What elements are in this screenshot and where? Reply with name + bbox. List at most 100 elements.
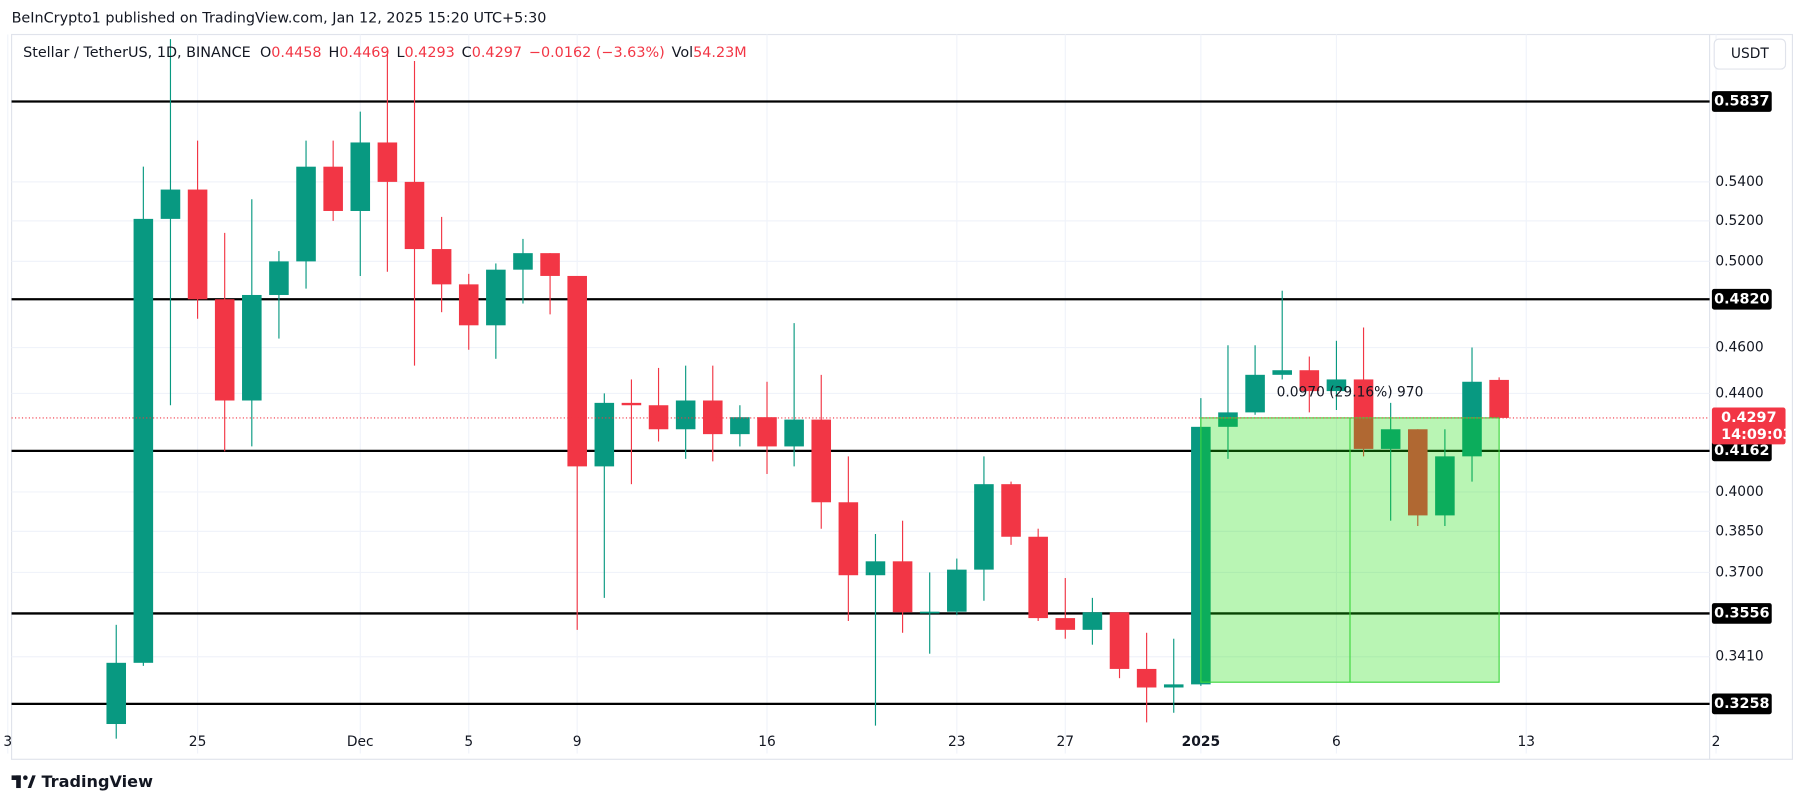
candle-body: [1380, 429, 1401, 449]
x-tick-label: 5: [464, 734, 473, 750]
candle-body: [486, 269, 506, 326]
countdown: 14:09:03: [1721, 427, 1793, 443]
level-label: 0.3556: [1714, 605, 1769, 621]
x-tick-label: 2025: [1182, 734, 1220, 750]
candle-body: [1245, 374, 1265, 413]
candle-body: [757, 417, 777, 447]
candle-body: [730, 417, 750, 435]
y-tick-label: 0.5000: [1715, 253, 1763, 269]
candle-body: [377, 142, 398, 182]
last-price-tag: [1711, 407, 1786, 445]
candle-body: [621, 402, 642, 406]
level-tag: [1711, 91, 1772, 112]
level-label: 0.4162: [1714, 443, 1769, 459]
level-tag: [1711, 603, 1772, 624]
legend-value: 0.4293: [404, 45, 454, 61]
candle-body: [106, 662, 127, 725]
y-tick-label: 0.4600: [1715, 340, 1763, 356]
currency-button-label[interactable]: USDT: [1731, 46, 1769, 62]
x-tick-label: 9: [573, 734, 582, 750]
candle-body: [784, 419, 804, 447]
tradingview-logo: [11, 775, 36, 789]
legend-value: 54.23M: [693, 45, 747, 61]
candle-body: [675, 400, 696, 430]
y-tick-label: 0.4400: [1715, 385, 1763, 401]
candle-body: [702, 400, 723, 435]
y-tick-label: 0.4000: [1715, 484, 1763, 500]
footer-brand: TradingView: [41, 772, 153, 791]
candle-body: [458, 284, 479, 326]
candle-body: [513, 253, 533, 270]
y-tick-label: 0.3410: [1715, 649, 1763, 665]
logo-part: [23, 775, 28, 780]
candle-body: [187, 189, 208, 300]
x-tick-label: 3: [3, 734, 12, 750]
candle-body: [1353, 379, 1374, 449]
level-label: 0.4820: [1714, 291, 1769, 307]
axes: 0.3410 0.3700 0.3850 0.4000 0.4400 0.4600 0.50…: [3, 91, 1793, 750]
chart-frame: [10, 33, 1794, 760]
candle-body: [648, 405, 669, 430]
level-label: 0.3258: [1714, 696, 1769, 712]
candle-body: [1462, 381, 1482, 457]
candle-body: [567, 275, 587, 467]
candle-body: [296, 166, 316, 262]
level-tag: [1711, 288, 1772, 310]
candle-body: [838, 502, 859, 576]
level-tag: [1711, 693, 1772, 715]
last-price-label: 0.4297: [1721, 410, 1776, 426]
legend-key: L: [396, 45, 404, 61]
candle-body: [1435, 456, 1455, 516]
y-tick-label: 0.5400: [1715, 174, 1763, 190]
candle-body: [1326, 379, 1347, 392]
x-tick-label: 6: [1332, 734, 1341, 750]
x-tick-label: Dec: [347, 734, 374, 750]
x-tick-label: 23: [948, 734, 966, 750]
logo-part: [16, 775, 21, 789]
legend-value: 0.4469: [339, 45, 389, 61]
x-tick-label: 2: [1712, 734, 1721, 750]
candle-body: [1082, 612, 1103, 630]
y-tick-label: 0.5200: [1715, 213, 1763, 229]
candle-body: [160, 189, 181, 219]
candle-body: [1163, 684, 1184, 688]
candle-body: [892, 561, 913, 613]
candle-body: [919, 611, 940, 614]
candle-body: [811, 419, 832, 503]
legend-change: −0.0162 (−3.63%): [529, 45, 665, 61]
x-tick-label: 13: [1517, 734, 1535, 750]
candle-body: [1272, 370, 1292, 375]
level-tag: [1711, 440, 1772, 462]
candle-body: [974, 484, 994, 570]
candle-body: [1109, 612, 1130, 669]
logo-part: [27, 775, 36, 789]
legend-key: H: [328, 45, 339, 61]
legend-key: O: [260, 45, 271, 61]
candle-body: [1218, 412, 1238, 427]
publish-header: BeInCrypto1 published on TradingView.com…: [12, 10, 547, 26]
candle-body: [269, 261, 289, 295]
candle-body: [242, 294, 262, 401]
candles: [106, 39, 1509, 739]
legend-key: C: [462, 45, 472, 61]
candle-body: [133, 218, 154, 663]
candle-body: [1408, 429, 1428, 516]
candle-body: [214, 299, 235, 401]
legend-value: 0.4458: [271, 45, 321, 61]
currency-button[interactable]: [1713, 38, 1787, 70]
candle-body: [350, 142, 371, 211]
x-tick-label: 25: [189, 734, 207, 750]
candle-body: [1055, 618, 1076, 630]
candle-body: [1299, 370, 1320, 392]
level-label: 0.5837: [1714, 93, 1769, 109]
overlay: 0.0970 (29.16%) 970: [11, 385, 1710, 683]
legend-key: Vol: [672, 45, 694, 61]
candle-body: [865, 561, 886, 576]
y-tick-label: 0.3850: [1715, 523, 1763, 539]
x-tick-label: 27: [1056, 734, 1074, 750]
measure-label: 0.0970 (29.16%) 970: [1277, 385, 1424, 401]
candle-body: [1028, 536, 1048, 619]
candle-body: [431, 249, 452, 285]
